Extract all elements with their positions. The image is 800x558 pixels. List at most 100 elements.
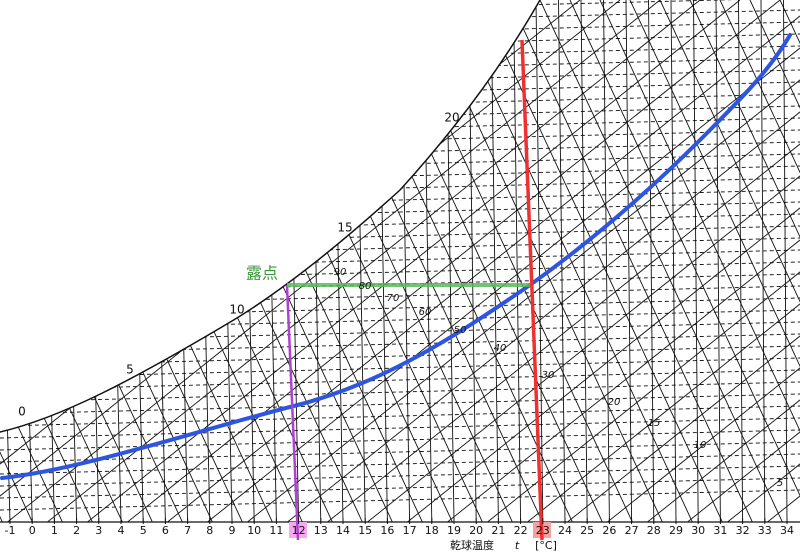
x-tick-label: 8 (206, 524, 213, 537)
x-tick-label: 15 (358, 524, 372, 537)
humidity-grid (0, 249, 800, 271)
humidity-grid (0, 189, 800, 211)
x-tick-label: 0 (29, 524, 36, 537)
x-tick-label: 32 (736, 524, 750, 537)
humidity-grid (0, 429, 800, 451)
x-tick-label: 31 (713, 524, 727, 537)
dry-bulb-grid (513, 0, 522, 522)
dew-point-label: 露点 (246, 264, 278, 283)
x-tick-label: 22 (514, 524, 528, 537)
wet-bulb-grid (199, 0, 800, 522)
humidity-grid (0, 465, 800, 487)
x-tick-label: 12 (292, 524, 306, 537)
x-tick-label: 4 (118, 524, 125, 537)
humidity-grid (0, 285, 800, 307)
dry-bulb-grid (400, 0, 411, 522)
dew-point-line (285, 284, 300, 541)
enthalpy-grid (509, 0, 771, 522)
wet-bulb-grid (519, 0, 800, 522)
enthalpy-grid (599, 0, 800, 522)
wet-bulb-grid (559, 0, 800, 522)
x-tick-label: 19 (447, 524, 461, 537)
saturation-curve (0, 0, 541, 433)
humidity-grid (0, 321, 800, 343)
x-tick-label: 26 (602, 524, 616, 537)
humidity-grid (0, 345, 800, 367)
enthalpy-grid (629, 0, 800, 522)
dry-bulb-grid (445, 0, 455, 522)
wet-bulb-grid (39, 0, 741, 522)
x-tick-label: -1 (5, 524, 16, 537)
humidity-grid (0, 177, 800, 199)
enthalpy-grid (569, 0, 800, 522)
humidity-grid (0, 81, 800, 103)
wet-bulb-grid (479, 0, 800, 522)
x-tick-label: 16 (380, 524, 394, 537)
dry-bulb-grid (468, 0, 477, 522)
dry-bulb-grid (333, 0, 344, 522)
dry-bulb-grid (535, 0, 544, 522)
humidity-grid (0, 201, 800, 223)
rh-label: 15 (648, 418, 661, 429)
x-tick-label: 34 (780, 524, 794, 537)
x-tick-label: 1 (51, 524, 58, 537)
dry-bulb-grid (783, 0, 788, 522)
humidity-grid (0, 129, 800, 151)
rh-label: 5 (777, 478, 783, 489)
dry-bulb-grid (625, 0, 633, 522)
humidity-grid (0, 117, 800, 139)
enthalpy-grid (719, 0, 800, 522)
enthalpy-grid (0, 0, 51, 522)
wet-bulb-grid (79, 0, 781, 522)
x-tick-label: 27 (625, 524, 639, 537)
wet-bulb-grid (0, 0, 661, 522)
dry-bulb-line (520, 39, 544, 541)
saturation-label: 10 (229, 303, 244, 317)
wet-bulb-grid (599, 0, 800, 522)
saturation-label: 20 (444, 111, 459, 125)
rh-label: 80 (359, 281, 372, 292)
humidity-grid (0, 9, 800, 31)
wet-bulb-grid (679, 0, 800, 522)
dry-bulb-grid (580, 0, 588, 522)
axis-title: 乾球温度 t [°C] (450, 538, 557, 552)
x-tick-label: 18 (425, 524, 439, 537)
humidity-grid (0, 45, 800, 67)
dry-bulb-grid (490, 0, 499, 522)
x-tick-label: 17 (403, 524, 417, 537)
rh-label: 50 (454, 325, 467, 336)
x-tick-label: 10 (247, 524, 261, 537)
humidity-grid (0, 477, 800, 499)
x-tick-label: 5 (140, 524, 147, 537)
saturation-label: 15 (337, 221, 352, 235)
x-tick-label: 28 (647, 524, 661, 537)
rh-label: 60 (419, 307, 432, 318)
x-tick-label: 9 (229, 524, 236, 537)
state-curve (0, 33, 792, 480)
wet-bulb-grid (439, 0, 800, 522)
x-tick-label: 6 (162, 524, 169, 537)
humidity-grid (0, 489, 800, 511)
wet-bulb-grid (279, 0, 800, 522)
x-tick-label: 13 (314, 524, 328, 537)
humidity-grid (0, 369, 800, 391)
humidity-grid (0, 0, 800, 19)
wet-bulb-grid (119, 0, 800, 522)
x-tick-label: 24 (558, 524, 572, 537)
wet-bulb-grid (0, 0, 701, 522)
dry-bulb-grid (85, 0, 100, 522)
wet-bulb-grid (399, 0, 800, 522)
rh-label: 40 (494, 343, 507, 354)
x-tick-label: 20 (469, 524, 483, 537)
saturation-label: 0 (18, 405, 26, 419)
dry-bulb-grid (670, 0, 677, 522)
dry-bulb-grid (130, 0, 144, 522)
wet-bulb-grid (759, 0, 800, 522)
dry-bulb-grid (715, 0, 721, 522)
enthalpy-grid (689, 0, 800, 522)
humidity-grid (0, 57, 800, 79)
dry-bulb-grid (220, 0, 233, 522)
humidity-grid (0, 405, 800, 427)
dry-bulb-grid (0, 0, 11, 522)
humidity-grid (0, 441, 800, 463)
